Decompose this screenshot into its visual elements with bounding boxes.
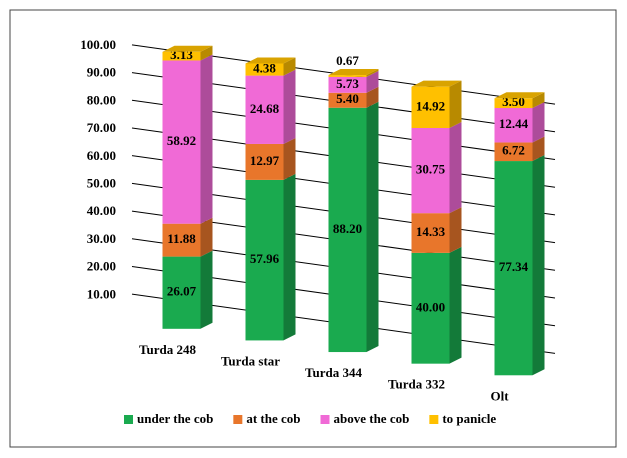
y-tick-label: 100.00	[80, 37, 116, 52]
value-label: 58.92	[167, 133, 196, 148]
value-label: 40.00	[416, 299, 445, 314]
y-tick-label: 30.00	[87, 231, 116, 246]
y-tick-label: 70.00	[87, 120, 116, 135]
value-label: 5.73	[336, 76, 359, 91]
bar-segment	[328, 76, 367, 93]
bar-side	[200, 45, 213, 61]
value-label: 14.92	[416, 98, 445, 113]
legend-label: above the cob	[334, 411, 410, 426]
legend-swatch	[233, 415, 243, 424]
value-label: 30.75	[416, 162, 446, 177]
legend-swatch	[124, 415, 133, 424]
bar-side	[532, 155, 545, 376]
bar-segment	[162, 256, 201, 329]
bar-segment	[494, 161, 533, 376]
bar-side	[532, 136, 545, 162]
bar-segment	[328, 107, 367, 353]
bar-side	[449, 246, 462, 364]
legend-label: to panicle	[442, 411, 496, 426]
y-tick-label: 80.00	[87, 92, 116, 107]
bar-segment	[245, 143, 284, 180]
bar-side	[366, 86, 379, 108]
value-label: 26.07	[167, 284, 197, 299]
x-tick-label: Turda 332	[388, 377, 445, 392]
value-label: 57.96	[250, 251, 280, 266]
value-label: 12.44	[499, 116, 529, 131]
bar-segment	[328, 92, 367, 108]
x-tick-label: Turda 248	[139, 342, 196, 357]
legend-swatch	[320, 415, 330, 424]
bar-side	[532, 92, 545, 108]
value-label: 14.33	[416, 224, 446, 239]
bar-side	[366, 70, 379, 93]
y-tick-label: 10.00	[87, 286, 116, 301]
bar-top	[328, 69, 379, 76]
y-tick-label: 40.00	[87, 203, 116, 218]
value-label: 5.40	[336, 91, 359, 106]
bar-segment	[328, 75, 367, 77]
bar-segment	[411, 252, 450, 364]
bar-segment	[162, 51, 201, 61]
bar-top	[245, 57, 296, 64]
value-label: 24.68	[250, 101, 280, 116]
y-tick-label: 60.00	[87, 148, 116, 163]
value-label: 12.97	[250, 153, 280, 168]
value-label: 11.88	[167, 231, 196, 246]
value-label: 88.20	[333, 221, 362, 236]
bar-segment	[245, 75, 284, 144]
y-tick-label: 20.00	[87, 259, 116, 274]
y-tick-label: 90.00	[87, 65, 116, 80]
value-label: 77.34	[499, 259, 529, 274]
value-label: 4.38	[253, 61, 276, 76]
bar-side	[532, 101, 545, 143]
value-label: 6.72	[502, 143, 525, 158]
x-tick-label: Olt	[490, 388, 509, 403]
y-tick-label: 50.00	[87, 175, 116, 190]
bar-top	[162, 45, 213, 52]
bar-side	[449, 80, 462, 128]
bar-segment	[411, 213, 450, 253]
bar-side	[200, 217, 213, 257]
bar-side	[366, 101, 379, 353]
bar-segment	[411, 86, 450, 128]
bar-segment	[494, 142, 533, 162]
legend-swatch	[429, 415, 439, 424]
bar-segment	[494, 98, 533, 108]
bar-side	[200, 250, 213, 329]
legend-label: under the cob	[137, 411, 213, 426]
frame	[9, 9, 617, 448]
value-label: 0.67	[336, 53, 359, 68]
bar-segment	[162, 223, 201, 257]
bar-top	[494, 92, 545, 99]
bar-side	[283, 173, 296, 341]
x-tick-label: Turda star	[221, 353, 280, 368]
bar-segment	[245, 179, 284, 341]
legend-label: at the cob	[246, 411, 300, 426]
bar-segment	[494, 107, 533, 143]
bar-side	[366, 69, 379, 77]
bar-side	[200, 54, 213, 224]
bar-segment	[411, 127, 450, 214]
bar-side	[283, 57, 296, 76]
bar-segment	[162, 60, 201, 224]
bar-top	[411, 80, 462, 87]
bar-side	[449, 207, 462, 253]
bar-segment	[245, 63, 284, 76]
x-tick-label: Turda 344	[305, 365, 362, 380]
bar-side	[283, 69, 296, 144]
bar-side	[449, 121, 462, 214]
bar-side	[283, 137, 296, 180]
